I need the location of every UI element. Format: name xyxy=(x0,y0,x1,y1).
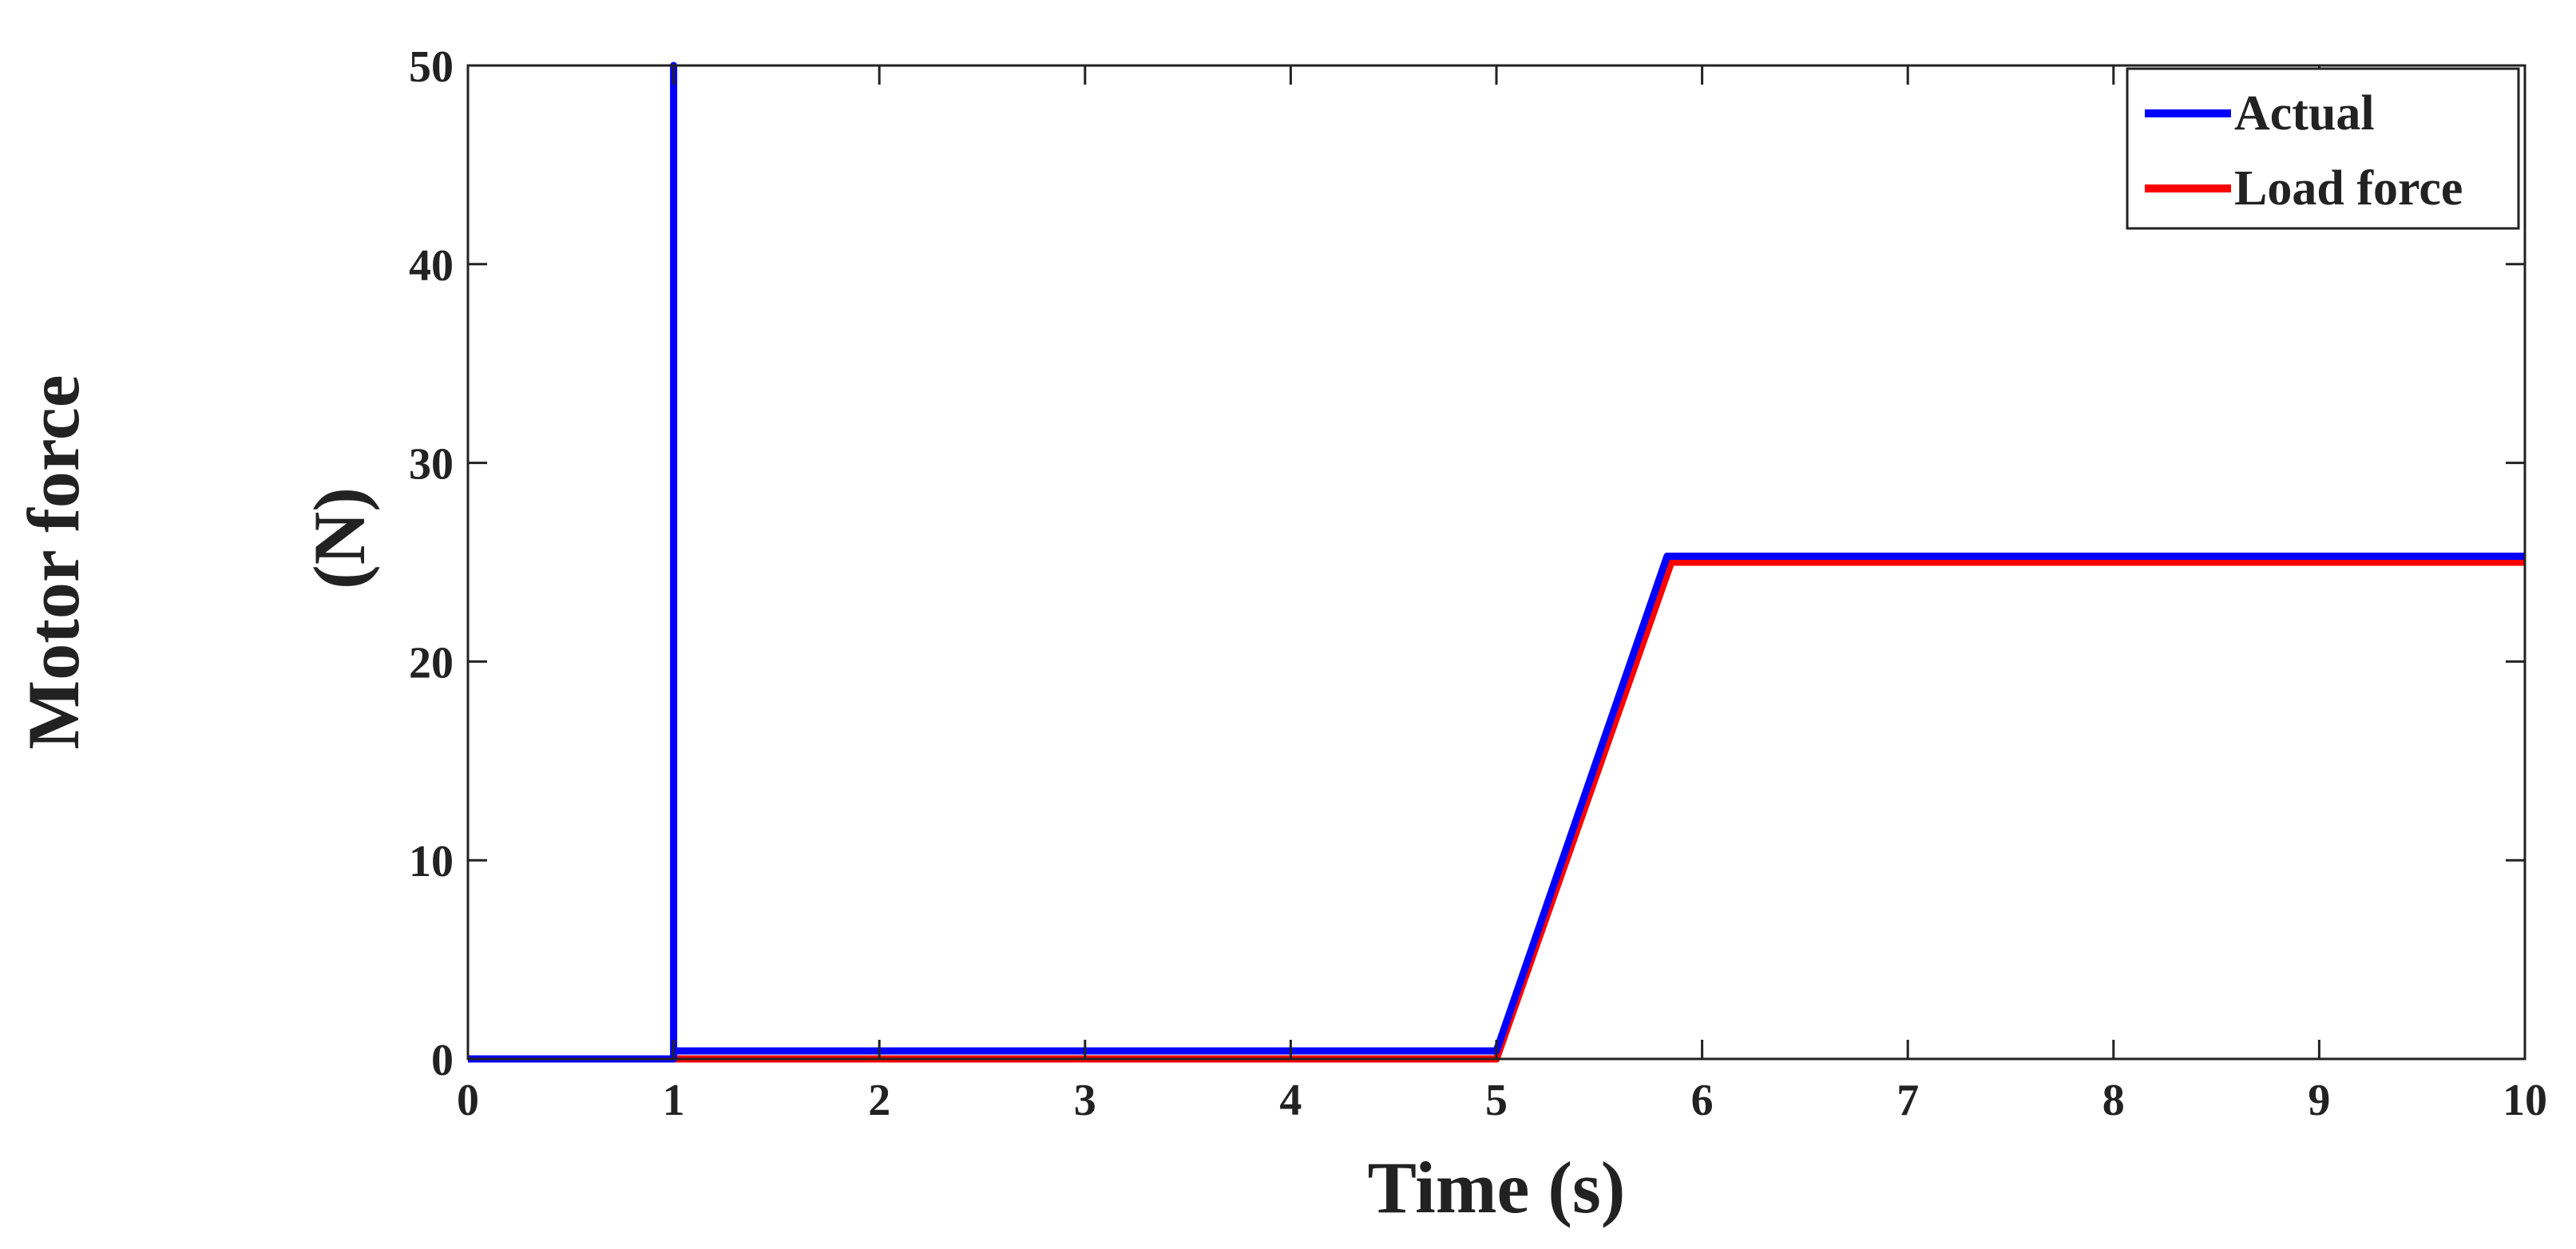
y-tick-label: 20 xyxy=(409,638,454,688)
legend-label-load-force: Load force xyxy=(2234,161,2463,216)
x-tick-label: 7 xyxy=(1896,1076,1919,1125)
y-tick-label: 40 xyxy=(409,241,454,291)
y-tick-label: 50 xyxy=(409,42,454,92)
y-tick-label: 30 xyxy=(409,440,454,490)
y-axis-title-line-2: (N) xyxy=(299,487,380,589)
x-tick-label: 1 xyxy=(663,1076,685,1125)
legend-label-actual: Actual xyxy=(2234,86,2375,141)
x-tick-label: 8 xyxy=(2102,1076,2125,1125)
y-tick-label: 0 xyxy=(431,1036,454,1085)
y-axis-title-line-1: Motor force xyxy=(13,375,94,749)
series-line-load-force xyxy=(468,558,2525,1063)
legend: Actual Load force xyxy=(2126,67,2520,230)
y-tick-label: 10 xyxy=(409,837,454,886)
x-tick-label: 3 xyxy=(1074,1076,1096,1125)
x-axis-title: Time (s) xyxy=(1368,1147,1626,1228)
legend-box xyxy=(2126,67,2520,230)
x-tick-labels: 0 1 2 3 4 5 6 7 8 9 10 xyxy=(457,1076,2547,1125)
x-tick-label: 2 xyxy=(868,1076,890,1125)
x-tick-label: 4 xyxy=(1279,1076,1302,1125)
x-tick-label: 5 xyxy=(1485,1076,1508,1125)
x-tick-label: 9 xyxy=(2308,1076,2330,1125)
x-tick-label: 6 xyxy=(1691,1076,1714,1125)
x-tick-label: 10 xyxy=(2503,1076,2547,1125)
y-tick-labels: 0 10 20 30 40 50 xyxy=(409,42,454,1085)
x-tick-label: 0 xyxy=(457,1076,479,1125)
